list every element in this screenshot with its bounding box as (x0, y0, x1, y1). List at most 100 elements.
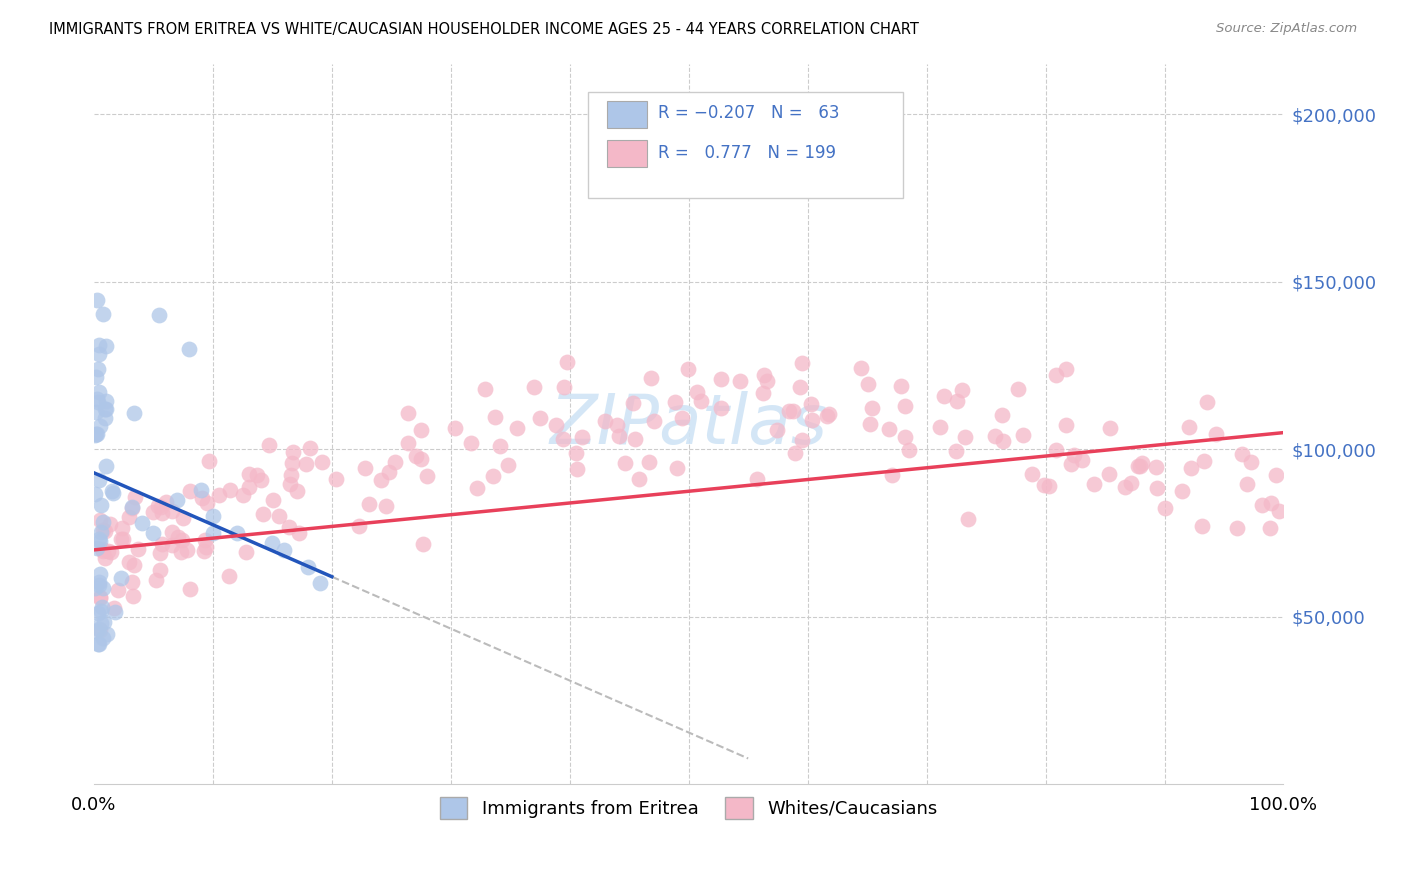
Point (87, 622, 110, 636)
Point (122, 589, 145, 603)
Point (666, 460, 689, 475)
Point (1180, 460, 1202, 475)
Point (640, 371, 662, 385)
Point (1007, 382, 1029, 396)
Point (1063, 449, 1085, 463)
Point (782, 404, 804, 418)
Point (285, 483, 308, 498)
Point (90, 524, 112, 539)
Point (1098, 467, 1121, 481)
Point (565, 445, 588, 459)
Point (155, 495, 177, 509)
Point (396, 436, 419, 450)
Point (84, 369, 107, 384)
Text: IMMIGRANTS FROM ERITREA VS WHITE/CAUCASIAN HOUSEHOLDER INCOME AGES 25 - 44 YEARS: IMMIGRANTS FROM ERITREA VS WHITE/CAUCASI… (49, 22, 920, 37)
Point (1191, 518, 1213, 533)
Point (752, 385, 775, 400)
Point (800, 413, 823, 427)
Point (121, 575, 143, 590)
Point (160, 504, 183, 518)
Point (1146, 459, 1168, 474)
Point (208, 487, 231, 501)
Point (94, 551, 117, 566)
Point (991, 434, 1014, 449)
Point (160, 524, 183, 539)
Point (86, 426, 108, 441)
Point (177, 342, 200, 356)
Point (110, 532, 132, 546)
Point (496, 458, 519, 473)
Point (107, 583, 129, 598)
Point (179, 582, 201, 596)
Point (817, 409, 839, 423)
Point (127, 542, 149, 557)
Point (728, 374, 751, 388)
Point (278, 520, 301, 534)
Point (1121, 475, 1143, 490)
Point (150, 537, 173, 551)
Point (1128, 459, 1150, 474)
Point (1230, 447, 1253, 461)
Point (1083, 477, 1105, 491)
Point (172, 510, 194, 524)
Point (84, 581, 107, 595)
Point (232, 488, 254, 502)
Point (149, 546, 172, 560)
Point (91, 541, 114, 556)
Point (460, 436, 482, 450)
Point (353, 460, 375, 475)
Point (1146, 482, 1168, 496)
Point (218, 569, 240, 583)
Point (94, 402, 117, 417)
Point (957, 512, 980, 526)
Point (571, 430, 593, 444)
Point (1264, 467, 1286, 482)
Point (792, 356, 814, 370)
Point (122, 558, 145, 572)
Point (262, 536, 284, 550)
Point (1045, 443, 1067, 458)
Point (412, 537, 434, 551)
Point (567, 462, 589, 476)
Point (89, 384, 111, 399)
Point (294, 457, 316, 471)
Point (384, 455, 406, 469)
Point (89, 591, 111, 605)
Point (298, 441, 321, 455)
Point (96, 627, 118, 641)
Point (765, 423, 787, 437)
Point (170, 533, 193, 547)
Point (89, 575, 111, 590)
Point (86, 624, 108, 638)
Point (94, 393, 117, 408)
Point (860, 401, 883, 415)
Point (465, 481, 488, 495)
Point (150, 506, 173, 520)
Point (311, 455, 333, 469)
Point (103, 600, 125, 615)
Point (89, 637, 111, 651)
Point (894, 400, 917, 414)
Point (110, 571, 132, 585)
Point (122, 406, 145, 420)
Point (149, 500, 172, 514)
Point (474, 382, 496, 396)
Point (1178, 420, 1201, 434)
Point (309, 576, 332, 591)
Point (710, 372, 733, 386)
Point (897, 442, 920, 457)
Point (946, 394, 969, 409)
Point (273, 542, 295, 557)
Point (269, 509, 291, 524)
Point (235, 545, 257, 559)
Point (934, 389, 956, 403)
Point (84, 487, 107, 501)
Point (778, 404, 800, 418)
Point (752, 368, 775, 383)
Point (280, 468, 302, 483)
Point (1205, 427, 1227, 442)
Point (297, 559, 319, 574)
Point (166, 492, 188, 507)
Point (91, 307, 114, 321)
Point (553, 380, 575, 394)
